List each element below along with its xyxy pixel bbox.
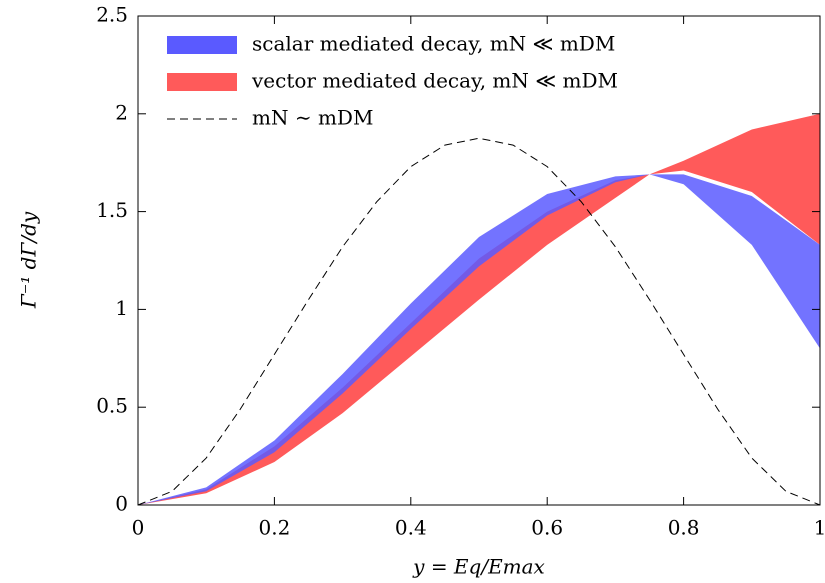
y-tick-label: 1.5 — [96, 198, 128, 222]
plot-frame — [137, 15, 821, 506]
legend-label: vector mediated decay, mN ≪ mDM — [251, 69, 618, 93]
x-tick-label: 0.6 — [531, 516, 563, 540]
x-tick-label: 1 — [814, 516, 825, 540]
y-tick-label: 2.5 — [96, 3, 128, 27]
x-tick-label: 0 — [132, 516, 145, 540]
legend-label: mN ∼ mDM — [252, 106, 373, 130]
band — [138, 174, 820, 505]
y-tick-label: 0.5 — [96, 394, 128, 418]
x-tick-label: 0.2 — [258, 516, 290, 540]
legend-label: scalar mediated decay, mN ≪ mDM — [252, 32, 615, 56]
legend-swatch — [167, 73, 237, 91]
y-tick-label: 2 — [115, 100, 128, 124]
y-tick-label: 1 — [115, 296, 128, 320]
legend-swatch — [167, 36, 237, 54]
y-axis-label: Γ⁻¹ dΓ/dy — [17, 211, 41, 309]
x-tick-label: 0.4 — [395, 516, 427, 540]
x-tick-label: 0.8 — [668, 516, 700, 540]
band — [138, 113, 820, 506]
x-axis-label: y = Eq/Emax — [412, 555, 545, 579]
y-tick-label: 0 — [115, 492, 128, 516]
